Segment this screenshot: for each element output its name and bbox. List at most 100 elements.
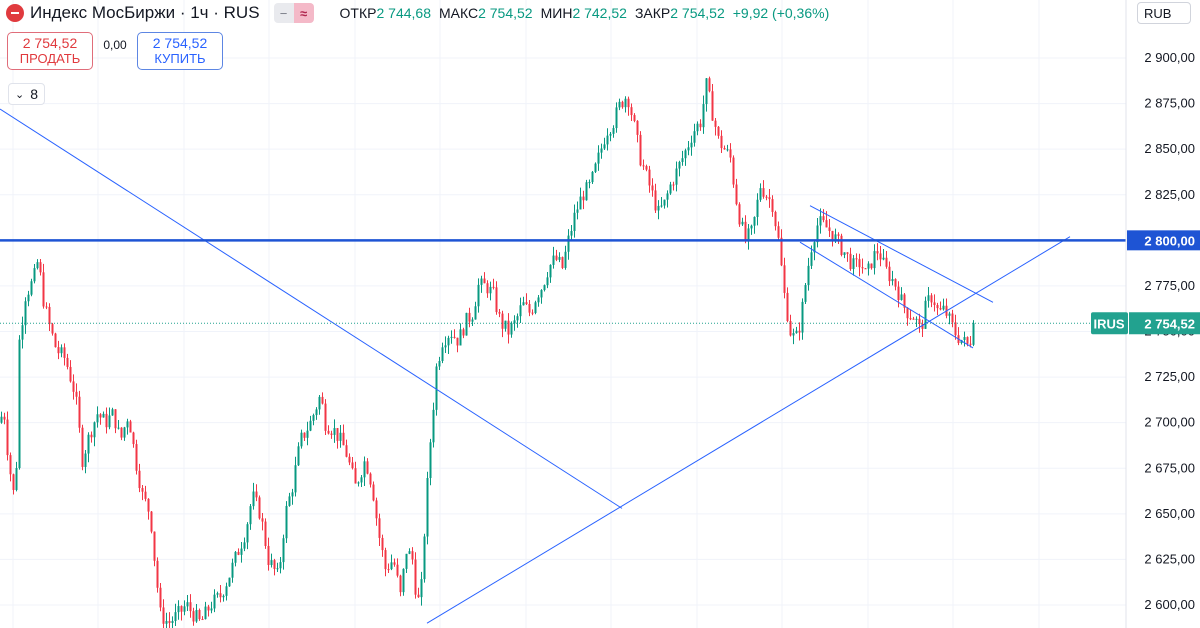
candle-body	[513, 320, 516, 324]
candle-body	[504, 320, 507, 329]
candle-body	[267, 545, 270, 566]
open-value: 2 744,68	[376, 5, 431, 21]
price-tick-label: 2 725,00	[1144, 369, 1195, 384]
candle-body	[906, 307, 909, 319]
candle-body	[942, 305, 945, 310]
candle-body	[156, 560, 159, 588]
candle-body	[114, 409, 117, 429]
candle-body	[168, 620, 171, 624]
drawing-lines[interactable]	[0, 108, 1126, 624]
candle-body	[852, 258, 855, 270]
currency-selector[interactable]: RUB	[1137, 2, 1191, 24]
candle-body	[777, 226, 780, 238]
candle-body	[93, 422, 96, 438]
candle-body	[36, 262, 39, 269]
currency-label: RUB	[1144, 5, 1172, 21]
candle-body	[399, 575, 402, 593]
candle-body	[678, 161, 681, 169]
candle-body	[645, 166, 648, 170]
candle-body	[774, 211, 777, 227]
candle-body	[135, 444, 138, 471]
candle-body	[561, 257, 564, 268]
candle-body	[129, 421, 132, 433]
candle-body	[66, 357, 69, 367]
candle-body	[603, 144, 606, 149]
candle-body	[417, 594, 420, 598]
candle-body	[690, 142, 693, 148]
candle-body	[369, 473, 372, 485]
candle-body	[510, 323, 513, 335]
candle-body	[822, 216, 825, 221]
candle-body	[813, 242, 816, 253]
display-toggles[interactable]: − ≈	[273, 3, 314, 23]
candle-body	[618, 101, 621, 108]
candle-body	[216, 593, 219, 595]
candle-body	[660, 205, 663, 207]
candle-body	[48, 306, 51, 325]
wave-toggle-icon[interactable]: ≈	[293, 3, 314, 23]
candle-body	[807, 265, 810, 286]
candle-body	[624, 98, 627, 108]
candle-body	[318, 396, 321, 410]
candle-body	[153, 531, 156, 561]
candle-body	[687, 147, 690, 151]
minus-toggle-icon[interactable]: −	[273, 3, 294, 23]
candle-body	[555, 255, 558, 260]
candle-body	[702, 104, 705, 128]
chevron-down-icon: ⌄	[15, 88, 25, 101]
candle-body	[765, 196, 768, 198]
candle-body	[834, 234, 837, 242]
candle-body	[297, 446, 300, 466]
candle-body	[639, 134, 642, 166]
candle-body	[222, 595, 225, 598]
candle-body	[150, 511, 153, 532]
candle-body	[63, 347, 66, 358]
sell-button[interactable]: 2 754,52 ПРОДАТЬ	[7, 32, 93, 70]
candle-body	[801, 301, 804, 333]
candle-body	[270, 560, 273, 566]
candle-body	[537, 297, 540, 303]
candle-body	[243, 542, 246, 549]
candle-body	[747, 228, 750, 241]
candle-body	[789, 321, 792, 336]
candle-body	[759, 188, 762, 200]
candle-body	[930, 295, 933, 303]
candle-body	[339, 432, 342, 441]
indicators-count: 8	[30, 86, 39, 102]
candle-body	[27, 294, 30, 302]
candle-body	[900, 294, 903, 301]
candle-body	[348, 456, 351, 463]
indicators-toggle[interactable]: ⌄ 8	[8, 83, 46, 105]
sell-label: ПРОДАТЬ	[19, 51, 81, 66]
buy-button[interactable]: 2 754,52 КУПИТЬ	[137, 32, 223, 70]
moex-logo-icon	[6, 4, 24, 22]
candle-body	[606, 135, 609, 145]
candle-body	[411, 551, 414, 560]
symbol-title[interactable]: Индекс МосБиржи · 1ч · RUS	[30, 3, 260, 22]
candle-body	[918, 318, 921, 324]
candle-body	[729, 149, 732, 158]
candle-body	[306, 430, 309, 438]
candle-body	[258, 497, 261, 519]
candle-body	[342, 432, 345, 446]
candle-body	[252, 491, 255, 507]
price-axis[interactable]: 2 600,00 2 625,00 2 650,00 2 675,00 2 700,00…	[1091, 0, 1200, 628]
candle-body	[915, 318, 918, 320]
candle-body	[522, 302, 525, 306]
candle-body	[840, 235, 843, 255]
candle-body	[162, 607, 165, 624]
candle-body	[552, 255, 555, 265]
candle-body	[78, 396, 81, 428]
last-price-badge	[1129, 312, 1200, 335]
candle-body	[744, 221, 747, 241]
candle-body	[171, 620, 174, 624]
candle-body	[885, 257, 888, 267]
candle-body	[225, 586, 228, 596]
buy-price: 2 754,52	[152, 35, 208, 51]
candle-body	[489, 286, 492, 294]
candle-body	[210, 608, 213, 611]
candle-body	[498, 312, 501, 314]
candle-body	[69, 366, 72, 382]
candle-body	[282, 538, 285, 563]
